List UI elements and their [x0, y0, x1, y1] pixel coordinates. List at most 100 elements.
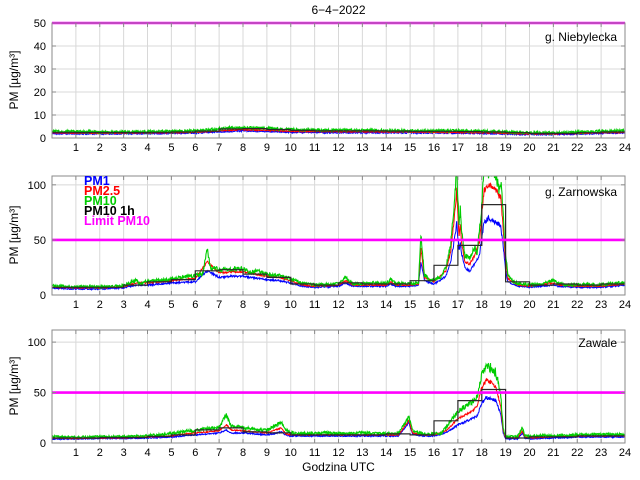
svg-text:6: 6	[192, 447, 198, 459]
svg-text:2: 2	[97, 299, 103, 311]
svg-text:17: 17	[452, 447, 464, 459]
svg-text:8: 8	[240, 142, 246, 154]
svg-text:23: 23	[595, 447, 607, 459]
svg-text:14: 14	[380, 447, 392, 459]
svg-text:8: 8	[240, 299, 246, 311]
svg-text:5: 5	[168, 142, 174, 154]
svg-text:12: 12	[332, 299, 344, 311]
svg-text:16: 16	[428, 142, 440, 154]
svg-text:21: 21	[547, 447, 559, 459]
svg-text:10: 10	[285, 299, 297, 311]
svg-text:23: 23	[595, 142, 607, 154]
svg-text:7: 7	[216, 447, 222, 459]
x-axis-label: Godzina UTC	[302, 460, 375, 474]
station-label-zarnowska: g. Zarnowska	[544, 185, 617, 199]
svg-text:4: 4	[144, 447, 150, 459]
svg-text:21: 21	[547, 142, 559, 154]
station-label-niebylecka: g. Niebylecka	[544, 30, 617, 44]
svg-text:1: 1	[73, 142, 79, 154]
svg-text:2: 2	[97, 142, 103, 154]
svg-text:18: 18	[476, 447, 488, 459]
svg-text:13: 13	[356, 447, 368, 459]
svg-text:50: 50	[34, 388, 46, 400]
svg-text:50: 50	[34, 18, 46, 30]
station-label-zawale: Zawale	[578, 336, 617, 350]
svg-text:15: 15	[404, 142, 416, 154]
svg-text:13: 13	[356, 142, 368, 154]
svg-text:23: 23	[595, 299, 607, 311]
svg-text:17: 17	[452, 142, 464, 154]
svg-text:50: 50	[34, 235, 46, 247]
svg-text:22: 22	[571, 447, 583, 459]
svg-text:19: 19	[500, 142, 512, 154]
svg-text:10: 10	[34, 110, 46, 122]
svg-text:7: 7	[216, 299, 222, 311]
svg-text:40: 40	[34, 41, 46, 53]
legend-entry-pm1: PM1	[84, 174, 110, 188]
svg-text:8: 8	[240, 447, 246, 459]
svg-text:7: 7	[216, 142, 222, 154]
svg-text:15: 15	[404, 299, 416, 311]
svg-text:22: 22	[571, 142, 583, 154]
svg-text:0: 0	[40, 438, 46, 450]
svg-text:3: 3	[121, 447, 127, 459]
svg-text:11: 11	[309, 447, 320, 459]
svg-text:20: 20	[523, 447, 535, 459]
svg-text:30: 30	[34, 64, 46, 76]
svg-text:10: 10	[285, 447, 297, 459]
svg-text:13: 13	[356, 299, 368, 311]
y-axis-label-panel1: PM [µg/m³]	[7, 50, 21, 110]
svg-text:15: 15	[404, 447, 416, 459]
chart-title: 6−4−2022	[311, 3, 366, 17]
legend-entry-limit: Limit PM10	[84, 214, 150, 228]
svg-text:24: 24	[619, 299, 631, 311]
legend-entry-pm10: PM10	[84, 194, 117, 208]
svg-text:4: 4	[144, 142, 150, 154]
svg-text:4: 4	[144, 299, 150, 311]
svg-text:9: 9	[264, 299, 270, 311]
svg-text:19: 19	[500, 299, 512, 311]
svg-text:2: 2	[97, 447, 103, 459]
svg-text:1: 1	[73, 299, 79, 311]
svg-text:20: 20	[523, 142, 535, 154]
svg-text:5: 5	[168, 299, 174, 311]
svg-text:21: 21	[547, 299, 559, 311]
svg-text:9: 9	[264, 447, 270, 459]
svg-text:12: 12	[332, 142, 344, 154]
svg-text:11: 11	[309, 142, 320, 154]
svg-text:100: 100	[28, 337, 46, 349]
svg-text:11: 11	[309, 299, 320, 311]
svg-text:18: 18	[476, 142, 488, 154]
svg-text:5: 5	[168, 447, 174, 459]
svg-text:24: 24	[619, 447, 631, 459]
svg-text:16: 16	[428, 299, 440, 311]
svg-text:12: 12	[332, 447, 344, 459]
svg-text:14: 14	[380, 142, 392, 154]
svg-text:17: 17	[452, 299, 464, 311]
svg-text:10: 10	[285, 142, 297, 154]
legend: PM1 PM2.5 PM10 PM10 1h Limit PM10	[84, 174, 150, 228]
svg-text:0: 0	[40, 133, 46, 145]
y-axis-label-panel3: PM [µg/m³]	[7, 356, 21, 416]
svg-text:20: 20	[523, 299, 535, 311]
svg-text:19: 19	[500, 447, 512, 459]
svg-text:9: 9	[264, 142, 270, 154]
svg-text:14: 14	[380, 299, 392, 311]
legend-entry-pm25: PM2.5	[84, 184, 121, 198]
svg-text:3: 3	[121, 299, 127, 311]
svg-text:24: 24	[619, 142, 631, 154]
svg-text:20: 20	[34, 87, 46, 99]
svg-text:6: 6	[192, 299, 198, 311]
svg-text:6: 6	[192, 142, 198, 154]
y-axis-label-panel2: PM [µg/m³]	[7, 205, 21, 265]
svg-text:16: 16	[428, 447, 440, 459]
svg-text:0: 0	[40, 290, 46, 302]
legend-entry-pm10-1h: PM10 1h	[84, 204, 135, 218]
svg-text:22: 22	[571, 299, 583, 311]
svg-text:3: 3	[121, 142, 127, 154]
svg-text:18: 18	[476, 299, 488, 311]
svg-text:1: 1	[73, 447, 79, 459]
svg-text:100: 100	[28, 180, 46, 192]
